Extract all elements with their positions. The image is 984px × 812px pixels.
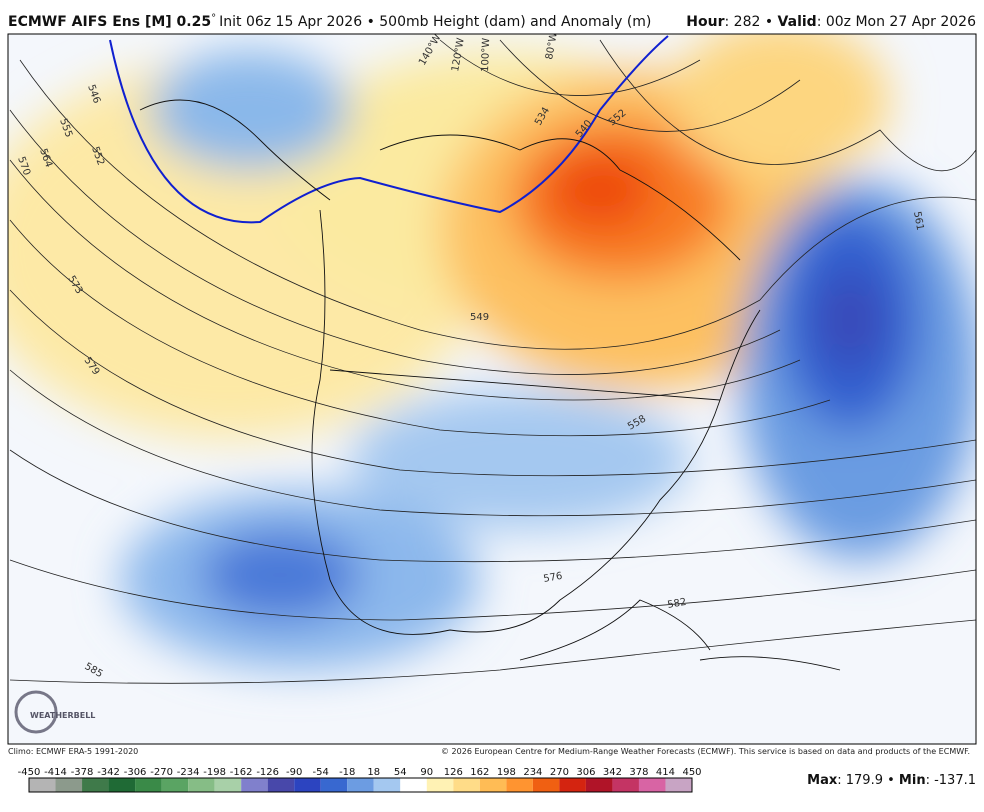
colorbar-label: -450	[18, 767, 41, 778]
colorbar-label: -126	[256, 767, 279, 778]
colorbar-label: 414	[656, 767, 675, 778]
colorbar-label: -198	[203, 767, 226, 778]
map: 546 555 564 570 552 573 579 585 549 534 …	[8, 31, 976, 744]
colorbar-label: -378	[71, 767, 94, 778]
colorbar-cell	[267, 778, 295, 792]
contour-label: 561	[911, 211, 925, 232]
colorbar-cell	[55, 778, 83, 792]
colorbar-label: -306	[124, 767, 147, 778]
colorbar-cell	[294, 778, 321, 792]
colorbar-cell	[347, 778, 374, 792]
contour-label: 582	[667, 597, 688, 611]
colorbar-label: 234	[523, 767, 542, 778]
colorbar-label: -90	[286, 767, 302, 778]
colorbar-label: 342	[603, 767, 622, 778]
colorbar-label: -414	[44, 767, 67, 778]
colorbar-cell	[638, 778, 666, 792]
colorbar-label: -234	[177, 767, 200, 778]
colorbar-cell	[453, 778, 480, 792]
colorbar-label: 270	[550, 767, 569, 778]
colorbar-cell	[29, 778, 56, 792]
colorbar-label: 162	[470, 767, 489, 778]
colorbar-label: -54	[313, 767, 329, 778]
valid-time: Hour: 282 • Valid: 00z Mon 27 Apr 2026	[686, 14, 976, 30]
colorbar-label: 18	[367, 767, 380, 778]
contour-label: 576	[543, 571, 564, 585]
colorbar-cell	[665, 778, 692, 792]
colorbar-cell	[135, 778, 162, 792]
colorbar-cell	[612, 778, 639, 792]
colorbar-cell	[188, 778, 215, 792]
colorbar-label: -270	[150, 767, 173, 778]
colorbar-label: 54	[394, 767, 407, 778]
copyright: © 2026 European Centre for Medium-Range …	[441, 747, 970, 756]
colorbar-label: -18	[339, 767, 355, 778]
colorbar-label: 90	[420, 767, 433, 778]
climo: Climo: ECMWF ERA-5 1991-2020	[8, 747, 138, 756]
colorbar-label: 306	[576, 767, 595, 778]
logo-icon	[14, 690, 58, 734]
contours	[9, 35, 976, 684]
colorbar-cell	[400, 778, 427, 792]
colorbar-cell	[532, 778, 560, 792]
colorbar-cell	[506, 778, 533, 792]
colorbar-label: 378	[629, 767, 648, 778]
colorbar-cell	[108, 778, 136, 792]
colorbar-cell	[479, 778, 507, 792]
colorbar-cell	[559, 778, 586, 792]
borders	[139, 99, 841, 671]
longitude-label: 80°W	[544, 31, 560, 60]
logo: WEATHERBELL	[30, 711, 95, 720]
colorbar-cell	[585, 778, 613, 792]
colorbar-label: -342	[97, 767, 120, 778]
colorbar-label: -162	[230, 767, 253, 778]
max-min: Max: 179.9 • Min: -137.1	[807, 773, 976, 788]
colorbar: -450 -414 -378 -342 -306 -270 -234 -198 -162 -126…	[18, 767, 702, 793]
colorbar-cell	[373, 778, 401, 792]
colorbar-cell	[320, 778, 348, 792]
colorbar-cell	[426, 778, 454, 792]
colorbar-cell	[82, 778, 109, 792]
colorbar-cell	[241, 778, 268, 792]
colorbar-label: 126	[444, 767, 463, 778]
colorbar-frame	[28, 777, 693, 793]
colorbar-label: 198	[497, 767, 516, 778]
map-frame	[7, 33, 977, 745]
title: ECMWF AIFS Ens [M] 0.25° Init 06z 15 Apr …	[8, 13, 651, 30]
colorbar-cell	[214, 778, 242, 792]
colorbar-cell	[161, 778, 189, 792]
longitude-label: 100°W	[480, 38, 492, 72]
colorbar-label: 450	[682, 767, 701, 778]
contour-label: 549	[470, 312, 489, 323]
